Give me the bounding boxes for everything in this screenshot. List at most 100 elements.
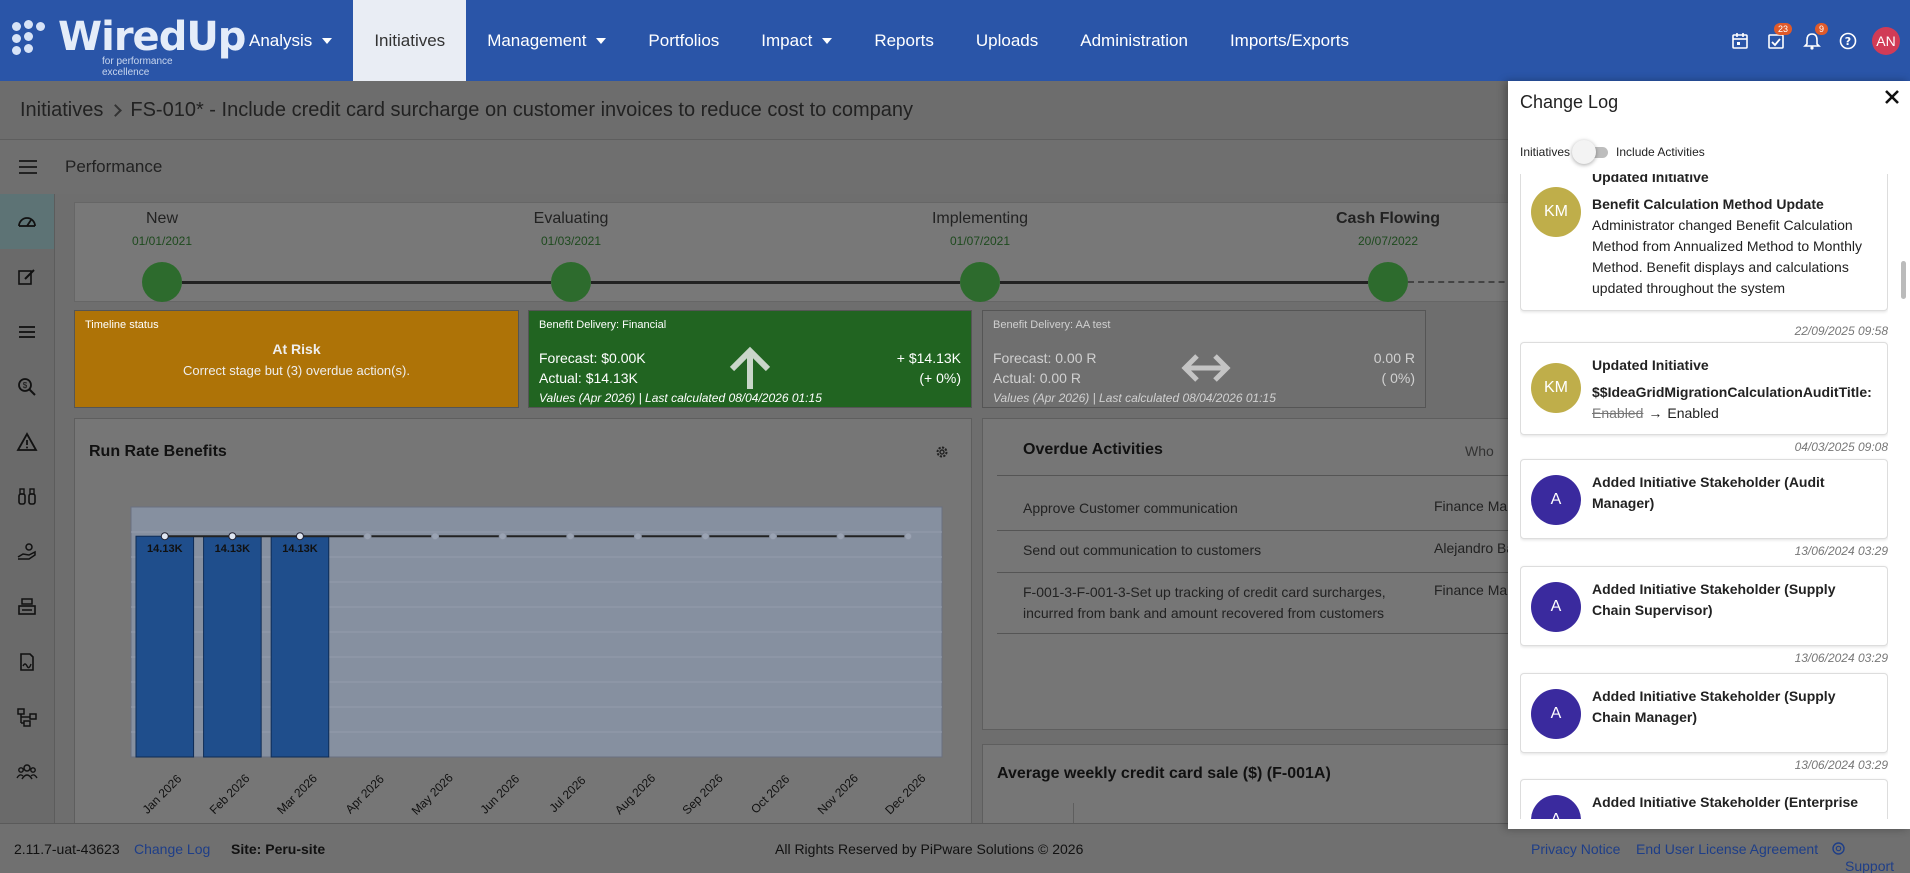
change-log-list[interactable]: KM Updated Initiative Benefit Calculation … [1520,174,1888,819]
bar-0[interactable] [135,535,195,758]
site-text: Site: Peru-site [231,841,326,857]
line-point-6[interactable] [566,532,575,541]
nav-analysis[interactable]: Analysis [228,0,353,81]
nav-administration[interactable]: Administration [1059,0,1209,81]
include-activities-toggle[interactable] [1572,140,1609,164]
activity-cell[interactable]: Send out communication to customers [1023,542,1262,558]
nav-label: Reports [874,30,934,50]
sidebar-item-edit[interactable] [0,249,54,304]
x-tick-label: Apr 2026 [343,772,388,817]
user-avatar[interactable]: AN [1872,26,1900,55]
nav-impact[interactable]: Impact [740,0,853,81]
line-point-0[interactable] [160,532,169,541]
sidebar-item-dashboard[interactable] [0,194,54,249]
sidebar-item-cash-register[interactable] [0,579,54,634]
nav-imports-exports[interactable]: Imports/Exports [1209,0,1370,81]
stage-cash-flowing[interactable]: Cash Flowing 20/07/2022 [1298,203,1478,248]
entry-timestamp: 13/06/2024 03:29 [1794,758,1888,772]
delta-value: + $14.13K [896,350,961,366]
tasks-icon[interactable]: 23 [1758,22,1794,59]
line-point-7[interactable] [633,532,642,541]
delta-percent: ( 0%) [1381,370,1415,386]
nav-reports[interactable]: Reports [853,0,955,81]
divider [997,475,1577,476]
eula-link[interactable]: End User License Agreement [1636,841,1819,857]
activity-cell[interactable]: F-001-3-F-001-3-Set up tracking of credi… [1023,582,1386,624]
line-point-4[interactable] [431,532,440,541]
change-log-entry[interactable]: KM Updated Initiative Benefit Calculation … [1520,174,1888,311]
gear-icon[interactable] [935,445,949,462]
line-point-8[interactable] [701,532,710,541]
logo-tagline: for performance excellence [102,56,173,78]
timeline-status-card[interactable]: Timeline status At Risk Correct stage bu… [74,310,519,408]
nav-initiatives[interactable]: Initiatives [353,0,467,81]
stage-connector [1000,281,1368,284]
entry-avatar: A [1531,689,1581,739]
change-log-entry[interactable]: A Added Initiative Stakeholder (Supply Ch… [1520,673,1888,753]
activity-cell[interactable]: Approve Customer communication [1023,500,1238,516]
drawer-scrollbar[interactable] [1901,261,1906,299]
who-cell: Finance Ma [1434,498,1508,514]
who-column-header: Who [1465,443,1494,459]
x-tick-label: May 2026 [409,770,456,817]
binoculars-icon [18,487,36,505]
hamburger-menu-icon[interactable] [19,156,37,178]
line-point-3[interactable] [363,532,372,541]
sidebar-item-binoculars[interactable] [0,469,54,524]
nav-uploads[interactable]: Uploads [955,0,1059,81]
nav-portfolios[interactable]: Portfolios [627,0,740,81]
change-log-entry[interactable]: A Added Initiative Stakeholder (Enterpris… [1520,779,1888,819]
delta-value: 0.00 R [1373,350,1415,366]
sidebar-item-hierarchy[interactable] [0,689,54,744]
bar-1[interactable] [203,535,262,758]
sidebar-item-warning[interactable] [0,414,54,469]
change-log-link[interactable]: Change Log [134,841,211,857]
line-point-2[interactable] [295,532,304,541]
line-point-5[interactable] [498,532,507,541]
nav-label: Imports/Exports [1229,30,1349,50]
stage-evaluating[interactable]: Evaluating 01/03/2021 [481,203,661,248]
stage-name: Evaluating [533,210,609,227]
edit-icon [18,268,35,285]
sidebar-item-search-dollar[interactable]: $ [0,359,54,414]
sidebar-item-hand-coin[interactable] [0,524,54,579]
forecast-value: Forecast: 0.00 R [993,350,1097,366]
line-point-10[interactable] [836,532,845,541]
stage-implementing[interactable]: Implementing 01/07/2021 [890,203,1070,248]
benefit-financial-card[interactable]: Benefit Delivery: Financial Forecast: $0… [528,310,972,408]
stage-new[interactable]: New 01/01/2021 [72,203,252,248]
line-point-11[interactable] [904,532,913,541]
timeline-status-value: At Risk [272,341,321,357]
sidebar-item-signed-document[interactable] [0,634,54,689]
entry-body: Added Initiative Stakeholder (Supply Cha… [1592,579,1877,621]
bar-2[interactable] [270,535,330,758]
activity-line-1: F-001-3-F-001-3-Set up tracking of credi… [1023,584,1386,600]
entry-timestamp: 13/06/2024 03:29 [1794,544,1888,558]
caret-down-icon [822,37,833,44]
line-point-1[interactable] [228,532,237,541]
nav-label: Impact [761,30,813,50]
close-icon[interactable] [1884,89,1900,108]
bar-label-2: 14.13K [282,543,318,555]
help-icon[interactable]: ? [1830,23,1866,59]
sidebar-item-list[interactable] [0,304,54,359]
privacy-notice-link[interactable]: Privacy Notice [1531,841,1621,857]
change-log-entry[interactable]: KM Updated Initiative $$IdeaGridMigrationC… [1520,342,1888,435]
change-log-entry[interactable]: A Added Initiative Stakeholder (Supply Ch… [1520,566,1888,646]
wiredup-logo[interactable]: WiredUp for performance excellence [12,14,246,78]
calendar-icon[interactable] [1722,23,1758,59]
breadcrumb-root[interactable]: Initiatives [20,98,104,121]
sidebar-item-users[interactable] [0,744,54,799]
entry-timestamp: 13/06/2024 03:29 [1794,651,1888,665]
arrow-left-right-icon [1181,345,1231,394]
tasks-badge: 23 [1773,22,1792,35]
panel-title: Average weekly credit card sale ($) (F-0… [997,765,1331,782]
nav-management[interactable]: Management [466,0,627,81]
change-log-entry[interactable]: A Added Initiative Stakeholder (Audit Man… [1520,459,1888,539]
benefit-aa-card[interactable]: Benefit Delivery: AA test Forecast: 0.00… [982,310,1426,408]
support-link[interactable]: Support [1832,841,1894,873]
logo-dots-icon [12,20,52,60]
x-tick-label: Feb 2026 [207,771,253,817]
bell-icon[interactable]: 9 [1794,22,1830,59]
line-point-9[interactable] [769,532,778,541]
